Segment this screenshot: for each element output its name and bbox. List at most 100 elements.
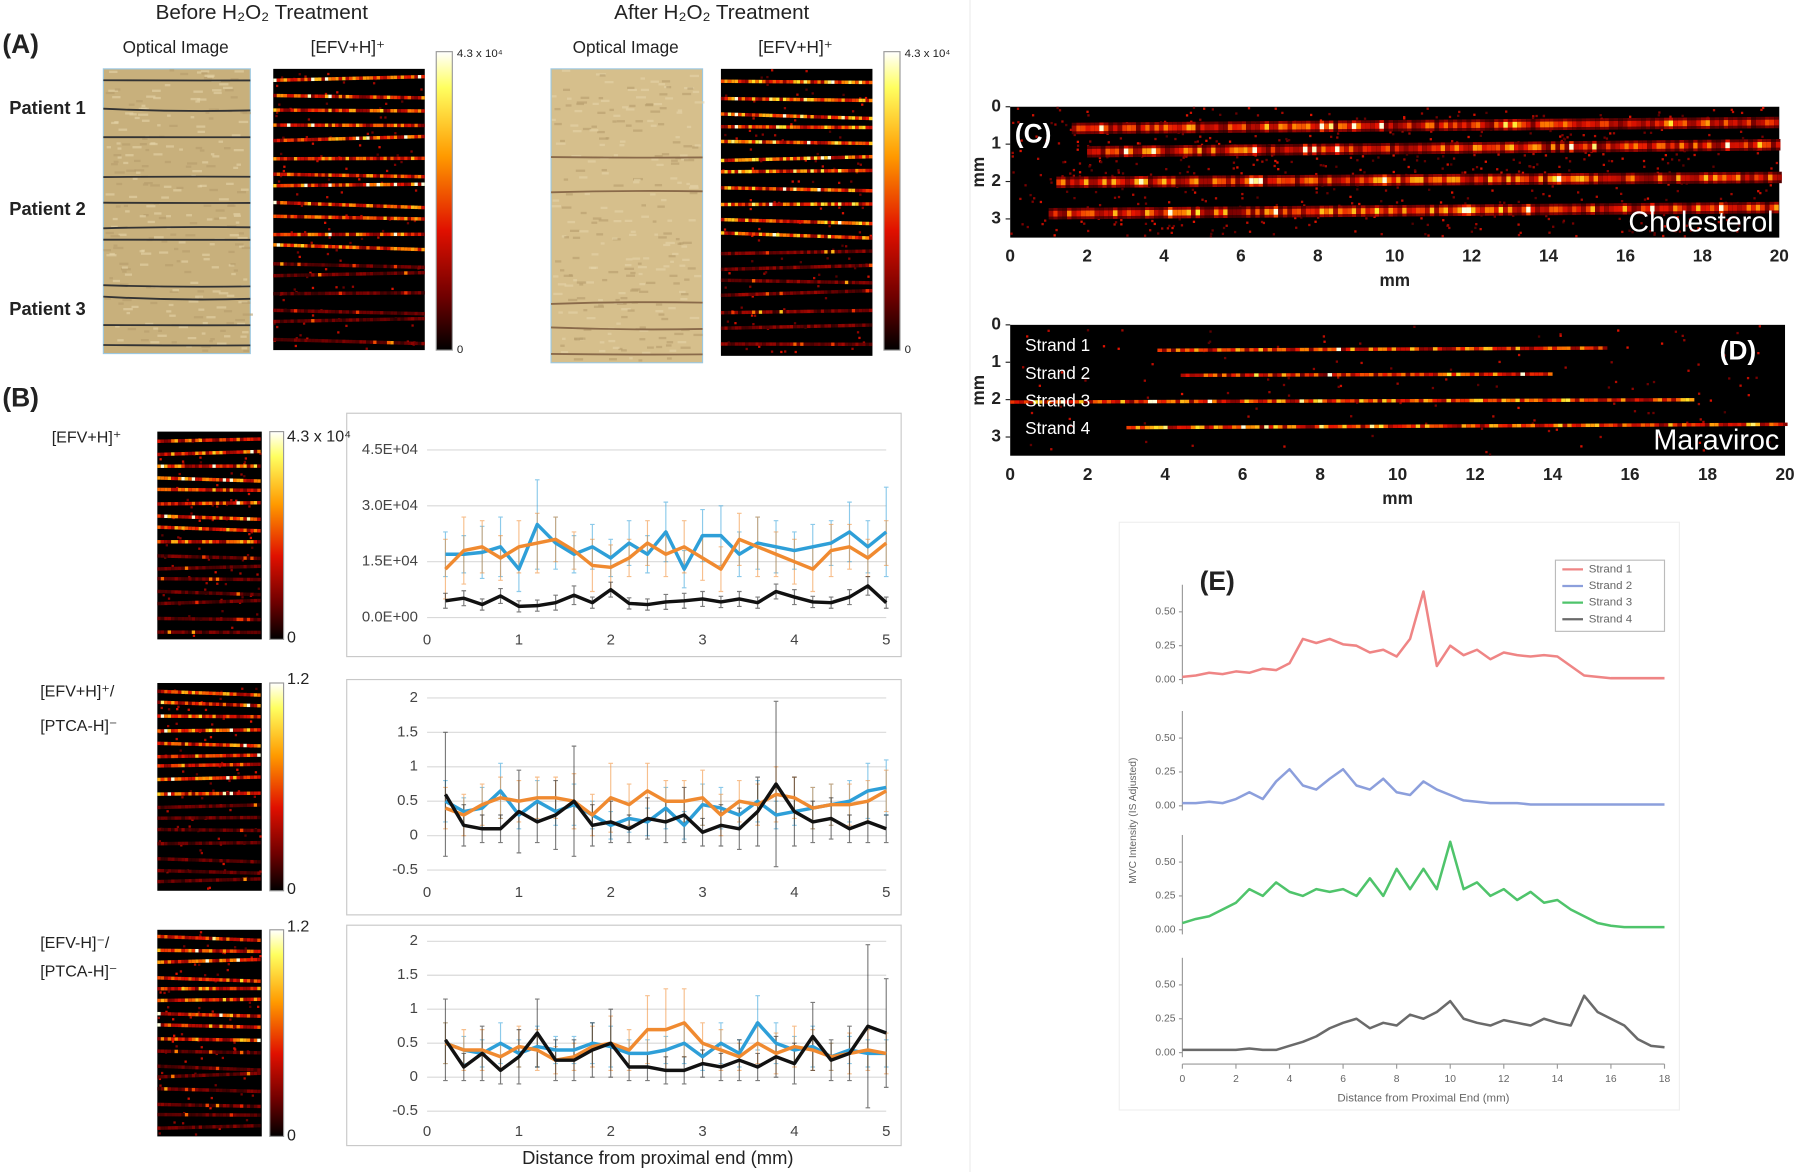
heatmap-cell [208, 949, 213, 953]
heatmap-cell [335, 263, 339, 267]
heatmap-noise [181, 796, 184, 799]
heatmap-cell [824, 202, 828, 206]
heatmap-cell [236, 1013, 240, 1018]
optical-texture [601, 168, 607, 172]
heatmap-noise [793, 322, 797, 325]
heatmap-cell [352, 215, 356, 220]
heatmap-noise [856, 331, 860, 334]
heatmap-noise [1286, 139, 1289, 143]
heatmap-cell [796, 250, 801, 255]
optical-texture [113, 244, 118, 247]
heatmap-cell [765, 169, 770, 174]
heatmap-cell [421, 247, 425, 252]
heatmap-cell [222, 743, 227, 747]
heatmap-noise [230, 472, 233, 475]
heatmap-noise [1549, 129, 1552, 133]
heatmap-cell [803, 290, 808, 295]
heatmap-cell [314, 94, 319, 98]
heatmap-cell [307, 108, 312, 112]
panel-header: Before H₂O₂ Treatment [156, 1, 369, 24]
heatmap-cell [171, 714, 175, 718]
heatmap-cell [765, 186, 770, 191]
heatmap-cell [376, 291, 381, 295]
optical-texture [562, 337, 566, 340]
row-label: [PTCA-H]⁻ [40, 717, 117, 735]
heatmap-cell [257, 1068, 261, 1072]
heatmap-cell [212, 791, 216, 796]
heatmap-cell [239, 870, 244, 875]
heatmap-cell [280, 243, 284, 247]
heatmap-cell [184, 816, 189, 820]
heatmap-cell [724, 293, 728, 297]
heatmap-cell [824, 80, 828, 84]
heatmap-cell [174, 1049, 178, 1054]
heatmap-cell [724, 79, 728, 83]
heatmap-noise [1356, 188, 1359, 191]
heatmap-cell [779, 291, 783, 296]
heatmap-cell [236, 1113, 240, 1117]
heatmap-cell [160, 934, 165, 939]
heatmap-cell [236, 488, 240, 492]
heatmap-cell [250, 449, 254, 454]
heatmap-cell [352, 95, 356, 99]
heatmap-noise [371, 131, 374, 134]
heatmap-cell [789, 291, 794, 295]
heatmap-noise [1020, 139, 1023, 142]
heatmap-cell [184, 554, 189, 559]
heatmap-cell [157, 805, 161, 810]
heatmap-cell [335, 173, 339, 177]
heatmap-cell [246, 692, 251, 697]
heatmap-cell [202, 501, 206, 506]
heatmap-cell [191, 878, 196, 883]
optical-texture [674, 332, 684, 336]
heatmap-cell [366, 156, 370, 161]
heatmap-cell [195, 464, 199, 468]
heatmap-cell [724, 112, 728, 116]
heatmap-cell [321, 108, 325, 113]
heatmap-cell [383, 204, 387, 208]
heatmap-noise [1303, 204, 1306, 207]
heatmap-cell [366, 246, 370, 250]
heatmap-cell [212, 1050, 216, 1054]
heatmap-cell [807, 114, 811, 119]
optical-texture [218, 198, 229, 201]
heatmap-cell [246, 1067, 251, 1072]
heatmap-cell [215, 702, 220, 707]
optical-texture [115, 205, 121, 208]
optical-texture [125, 112, 134, 115]
heatmap-cell [342, 156, 346, 161]
heatmap-noise [748, 129, 752, 132]
heatmap-cell [167, 464, 172, 468]
heatmap-cell [300, 108, 305, 112]
heatmap-noise [178, 472, 181, 476]
heatmap-cell [734, 202, 739, 207]
optical-texture [629, 357, 633, 360]
optical-texture [209, 340, 213, 343]
heatmap-cell [404, 135, 408, 139]
heatmap-noise [1582, 134, 1585, 137]
heatmap-noise [351, 285, 355, 288]
heatmap-cell [202, 949, 206, 953]
heatmap-cell [219, 1024, 223, 1029]
heatmap-noise [1065, 123, 1068, 127]
heatmap-noise [342, 81, 346, 84]
heatmap-cell [417, 96, 422, 100]
heatmap-cell [862, 125, 866, 130]
optical-texture [111, 225, 118, 229]
heatmap-cell [243, 791, 247, 796]
heatmap-cell [219, 804, 223, 808]
heatmap-cell [390, 109, 394, 113]
heatmap-cell [782, 114, 787, 118]
heatmap-cell [215, 555, 220, 560]
heatmap-cell [376, 317, 381, 322]
heatmap-cell [373, 95, 377, 99]
heatmap-cell [421, 74, 425, 79]
heatmap-cell [758, 266, 763, 271]
heatmap-noise [1056, 106, 1059, 110]
heatmap-cell [243, 464, 247, 468]
heatmap-cell [177, 1074, 182, 1078]
heatmap-cell [297, 309, 301, 313]
heatmap-noise [1241, 197, 1244, 200]
heatmap-cell [734, 267, 739, 271]
